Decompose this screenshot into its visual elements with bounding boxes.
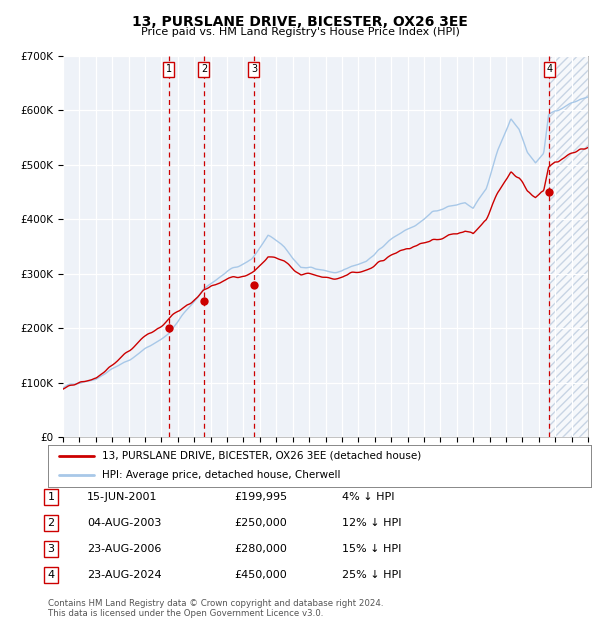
Text: 12% ↓ HPI: 12% ↓ HPI [342,518,401,528]
Text: 25% ↓ HPI: 25% ↓ HPI [342,570,401,580]
Text: £250,000: £250,000 [234,518,287,528]
Bar [549,56,588,437]
Text: £280,000: £280,000 [234,544,287,554]
Text: 23-AUG-2024: 23-AUG-2024 [87,570,161,580]
Text: Contains HM Land Registry data © Crown copyright and database right 2024.
This d: Contains HM Land Registry data © Crown c… [48,599,383,618]
Text: 4: 4 [546,64,553,74]
Text: £450,000: £450,000 [234,570,287,580]
Text: 1: 1 [47,492,55,502]
Text: £199,995: £199,995 [234,492,287,502]
Text: 13, PURSLANE DRIVE, BICESTER, OX26 3EE (detached house): 13, PURSLANE DRIVE, BICESTER, OX26 3EE (… [103,451,422,461]
Text: 13, PURSLANE DRIVE, BICESTER, OX26 3EE: 13, PURSLANE DRIVE, BICESTER, OX26 3EE [132,15,468,29]
Text: 3: 3 [251,64,257,74]
Text: 15-JUN-2001: 15-JUN-2001 [87,492,157,502]
Text: Price paid vs. HM Land Registry's House Price Index (HPI): Price paid vs. HM Land Registry's House … [140,27,460,37]
Text: 2: 2 [201,64,207,74]
Text: 4: 4 [47,570,55,580]
Bar [549,56,588,437]
Text: HPI: Average price, detached house, Cherwell: HPI: Average price, detached house, Cher… [103,471,341,480]
Text: 15% ↓ HPI: 15% ↓ HPI [342,544,401,554]
Text: 04-AUG-2003: 04-AUG-2003 [87,518,161,528]
Text: 1: 1 [166,64,172,74]
Text: 4% ↓ HPI: 4% ↓ HPI [342,492,395,502]
Text: 3: 3 [47,544,55,554]
Text: 23-AUG-2006: 23-AUG-2006 [87,544,161,554]
Text: 2: 2 [47,518,55,528]
